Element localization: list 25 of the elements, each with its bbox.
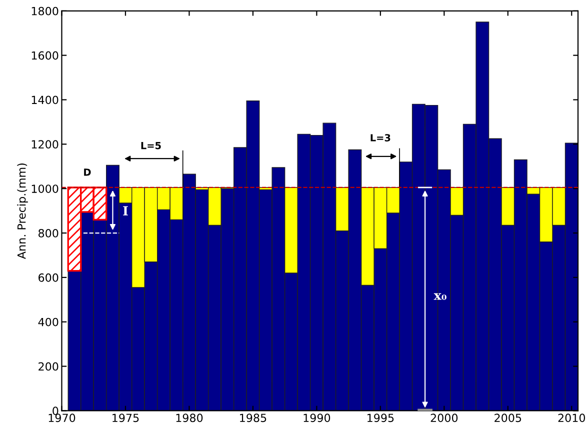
x-tick-label: 1990 [304, 414, 330, 422]
y-tick-label: 400 [38, 318, 58, 326]
y-tick-label: 1000 [32, 184, 58, 193]
y-tick-label: 1400 [32, 96, 58, 104]
x-tick-label: 1980 [176, 414, 203, 422]
x-tick-label: 1985 [240, 414, 266, 422]
annotation: L=5 [141, 142, 161, 150]
x-tick-label: 1995 [368, 414, 394, 422]
y-tick-label: 800 [38, 228, 58, 238]
y-tick-label: 600 [38, 273, 58, 282]
x-tick-label: 2000 [430, 414, 458, 422]
x-tick-label: 1975 [112, 414, 139, 422]
x-tick-label: 2005 [494, 414, 522, 422]
y-axis-title: Ann. Precip.(mm) [17, 164, 28, 259]
y-tick-label: 1800 [32, 6, 58, 16]
y-tick-label: 0 [52, 406, 58, 416]
x-tick-label: 2010 [558, 414, 586, 422]
annotation: D [84, 168, 91, 176]
annotation: x₀ [434, 293, 446, 300]
annotation: L=3 [370, 134, 390, 142]
y-tick-label: 1200 [32, 140, 58, 149]
annotation: I [123, 206, 128, 216]
y-tick-label: 200 [38, 362, 58, 371]
y-tick-label: 1600 [32, 51, 58, 60]
x-tick-label: 1970 [48, 414, 76, 422]
